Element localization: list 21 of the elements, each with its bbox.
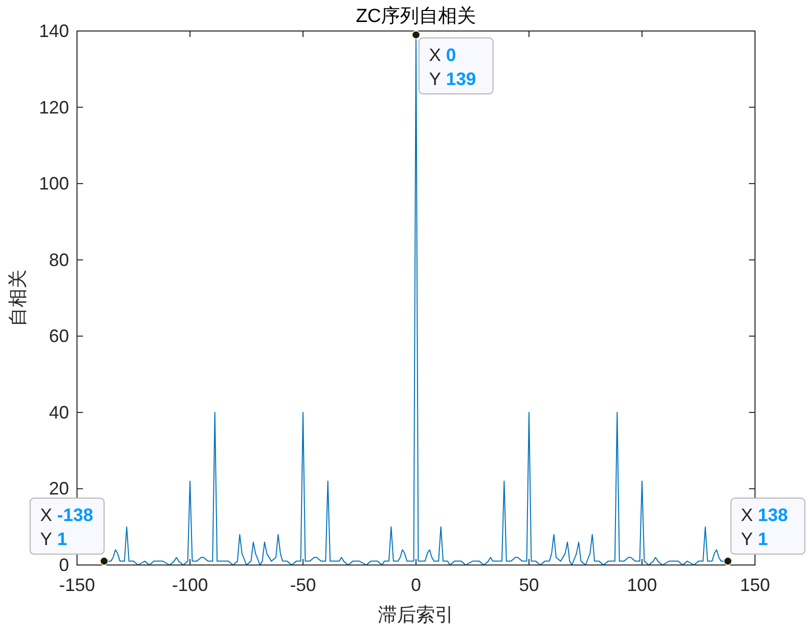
x-tick-label: 100 [626, 575, 658, 595]
x-axis-title: 滞后索引 [378, 605, 454, 626]
x-tick-label: -150 [58, 575, 96, 595]
y-tick-label: 120 [38, 97, 69, 118]
y-tick-label: 100 [38, 174, 69, 194]
y-tick-label: 0 [58, 555, 69, 575]
x-tick-label: 150 [740, 575, 770, 595]
annotation: X 0 Y 139 [429, 44, 476, 89]
y-axis-title: 自相关 [8, 270, 29, 326]
x-tick-label: 50 [518, 575, 540, 595]
x-tick-label: 0 [410, 575, 422, 595]
y-tick-label: 40 [48, 402, 69, 422]
y-tick-label: 140 [38, 21, 69, 41]
y-tick-label: 60 [48, 326, 69, 346]
y-tick-label: 80 [48, 250, 69, 270]
annotation: X -138 Y 1 [40, 505, 94, 550]
x-tick-label: -100 [172, 575, 208, 595]
y-tick-label: 20 [48, 478, 69, 499]
chart-title: ZC序列自相关 [356, 5, 476, 27]
annotation: X 138 Y 1 [740, 505, 788, 550]
x-tick-label: -50 [290, 575, 316, 595]
